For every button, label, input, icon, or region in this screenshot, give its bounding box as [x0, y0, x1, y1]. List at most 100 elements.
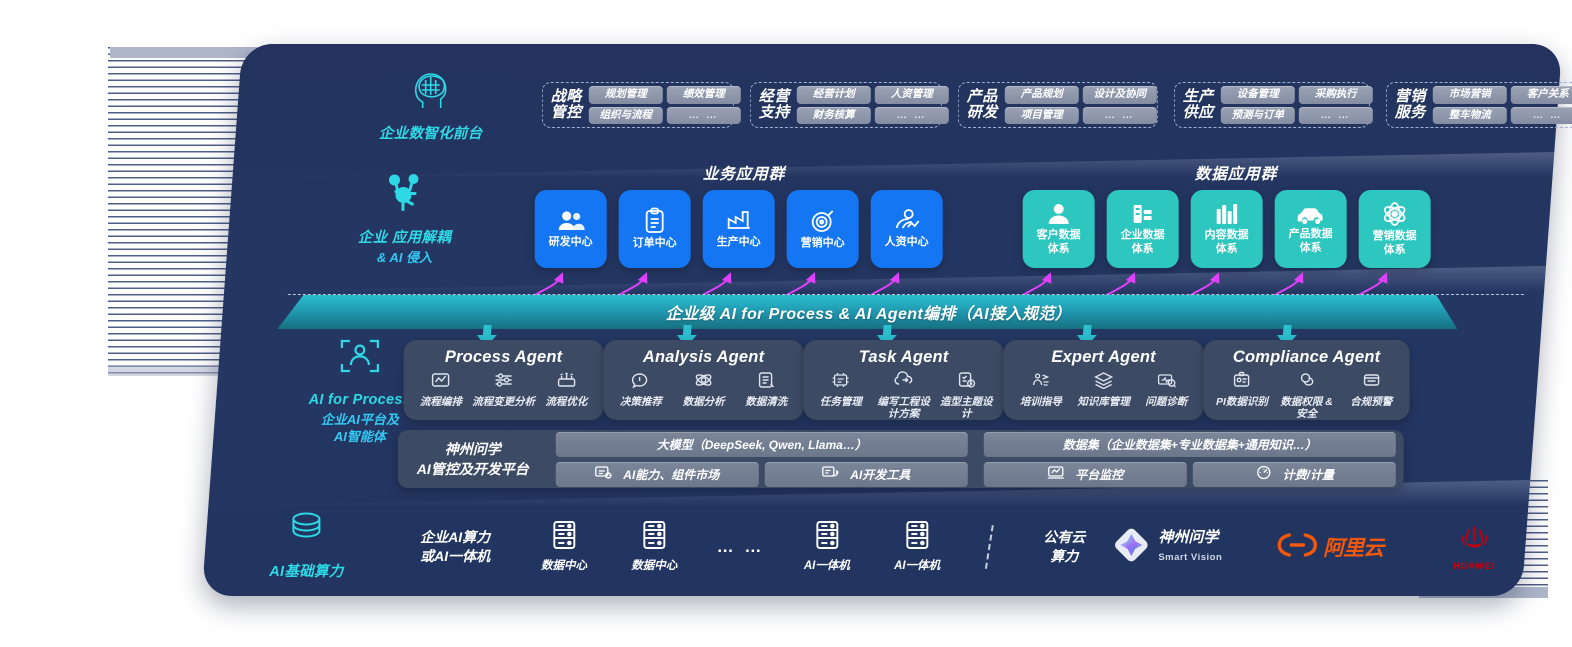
domain-group-marketing[interactable]: 营销 服务 市场营销 客户关系 整车物流 … … [1385, 82, 1572, 128]
chip[interactable]: 市场营销 [1432, 86, 1507, 104]
infra-item-ai-appliance-1[interactable]: AI一体机 [782, 520, 872, 574]
domain-group-operations[interactable]: 经营 支持 经营计划 人资管理 财务核算 … … [749, 82, 949, 128]
agent-capability[interactable]: 编写工程设计方案 [872, 371, 935, 420]
brand-smartvision[interactable]: 神州问学 Smart Vision [1111, 525, 1276, 570]
platform-dataset-bar[interactable]: 数据集（企业数据集+专业数据集+通用知识…） [983, 431, 1396, 457]
agent-card-analysis[interactable]: Analysis Agent 决策推荐 数据分析 数据清洗 [603, 340, 804, 420]
agent-capability[interactable]: 知识库管理 [1072, 371, 1135, 408]
platform-ai-capability-bar[interactable]: AI能力、组件市场 [555, 461, 759, 487]
infra-divider [962, 525, 1017, 569]
agent-capability[interactable]: 培训指导 [1010, 371, 1073, 408]
platform-llm-bar[interactable]: 大模型（DeepSeek, Qwen, Llama…） [555, 431, 968, 457]
agent-title: Task Agent [858, 348, 949, 366]
app-card-label: 营销中心 [800, 236, 845, 249]
app-card-customer-data[interactable]: 客户数据 体系 [1022, 190, 1095, 268]
agent-capability[interactable]: 决策推荐 [610, 371, 673, 408]
agent-card-process[interactable]: Process Agent 流程编排 流程变更分析 流程优化 [403, 340, 604, 420]
chip[interactable]: 客户关系 [1510, 86, 1572, 104]
chip[interactable]: 人资管理 [874, 86, 949, 104]
infra-item-more: … … [699, 537, 781, 557]
domain-chips: 设备管理 采购执行 预测与订单 … … [1220, 86, 1373, 124]
chip-more[interactable]: … … [1298, 106, 1373, 124]
ai-capability-icon [595, 465, 613, 483]
chip[interactable]: 财务核算 [796, 106, 871, 124]
agent-capability[interactable]: 任务管理 [810, 371, 873, 408]
agent-capability[interactable]: PI数据识别 [1210, 371, 1275, 408]
domain-name: 产品 研发 [966, 87, 998, 121]
chip-more[interactable]: … … [1082, 106, 1157, 124]
chip-more[interactable]: … … [1510, 106, 1572, 124]
gauge-icon [1255, 465, 1273, 483]
alert-mail-icon [1361, 371, 1381, 394]
domain-group-rnd[interactable]: 产品 研发 产品规划 设计及协同 项目管理 … … [957, 82, 1158, 128]
ai-platform-panel[interactable]: 神州问学 AI管控及开发平台 大模型（DeepSeek, Qwen, Llama…… [397, 430, 1404, 488]
domain-group-manufacturing[interactable]: 生产 供应 设备管理 采购执行 预测与订单 … … [1173, 82, 1373, 128]
platform-bar-label: 平台监控 [1075, 467, 1124, 482]
agent-capability-label: 决策推荐 [619, 396, 662, 408]
agent-capability[interactable]: 造型主题设计 [935, 371, 998, 420]
ai-orchestration-band[interactable]: 企业级 AI for Process & AI Agent编排（AI接入规范） [277, 295, 1459, 329]
app-card-marketing-data[interactable]: 营销数据 体系 [1358, 190, 1431, 268]
platform-billing-bar[interactable]: 计费/计量 [1192, 461, 1396, 487]
agent-capability[interactable]: 流程优化 [535, 371, 598, 408]
app-card-label: 生产中心 [716, 236, 761, 249]
business-group-title: 业务应用群 [702, 166, 786, 183]
chip[interactable]: 产品规划 [1004, 86, 1079, 104]
agent-capability-label: 数据分析 [682, 396, 725, 408]
chip[interactable]: 组织与流程 [588, 106, 663, 124]
chip[interactable]: 预测与订单 [1220, 106, 1295, 124]
training-icon [1031, 371, 1051, 394]
agent-capabilities: 决策推荐 数据分析 数据清洗 [604, 371, 804, 408]
brand-name: 神州问学 [1158, 529, 1219, 546]
shield-cloud-icon [1297, 371, 1317, 394]
app-card-order-center[interactable]: 订单中心 [618, 190, 691, 268]
app-card-label: 产品数据 体系 [1288, 228, 1333, 254]
infra-item-datacenter-1[interactable]: 数据中心 [519, 520, 609, 574]
platform-monitor-bar[interactable]: 平台监控 [983, 461, 1187, 487]
infra-item-label: 数据中心 [540, 560, 587, 573]
domain-group-strategy[interactable]: 战略 管控 规划管理 绩效管理 组织与流程 … … [541, 82, 741, 128]
chip[interactable]: 项目管理 [1004, 106, 1079, 124]
database-icon [211, 510, 401, 555]
agent-capability[interactable]: 合规预警 [1339, 371, 1404, 408]
app-card-hr-center[interactable]: 人资中心 [870, 190, 943, 268]
agent-card-task[interactable]: Task Agent 任务管理 编写工程设计方案 造型主题设计 [803, 340, 1004, 420]
chip-more[interactable]: … … [666, 106, 741, 124]
brand-huawei[interactable]: HUAWEI [1427, 523, 1521, 571]
platform-bar-label: AI能力、组件市场 [623, 467, 720, 482]
rail-label: 企业 应用解耦 [357, 230, 452, 246]
app-card-content-data[interactable]: 内容数据 体系 [1190, 190, 1263, 268]
agent-capability[interactable]: 问题诊断 [1135, 371, 1198, 408]
chip-more[interactable]: … … [874, 106, 949, 124]
agent-card-compliance[interactable]: Compliance Agent PI数据识别 数据权限 & 安全 合规预警 [1203, 340, 1410, 420]
chip[interactable]: 设计及协同 [1082, 86, 1157, 104]
platform-devtool-bar[interactable]: AI开发工具 [764, 461, 968, 487]
agent-card-expert[interactable]: Expert Agent 培训指导 知识库管理 问题诊断 [1003, 340, 1204, 420]
agent-capability[interactable]: 数据权限 & 安全 [1274, 371, 1339, 420]
chip[interactable]: 采购执行 [1298, 86, 1373, 104]
app-card-rnd-center[interactable]: 研发中心 [534, 190, 607, 268]
agent-capability[interactable]: 数据分析 [672, 371, 735, 408]
app-card-production-center[interactable]: 生产中心 [702, 190, 775, 268]
brand-alicloud[interactable]: 阿里云 [1276, 532, 1427, 563]
agent-capability[interactable]: 数据清洗 [735, 371, 798, 408]
infrastructure-row: 企业AI算力 或AI一体机 数据中心 [391, 506, 1521, 588]
dots-icon: … … [716, 537, 765, 556]
chip[interactable]: 经营计划 [796, 86, 871, 104]
chip[interactable]: 整车物流 [1432, 106, 1507, 124]
app-card-marketing-center[interactable]: 营销中心 [786, 190, 859, 268]
task-net-icon [831, 371, 851, 394]
server-icon [641, 520, 667, 555]
agent-capability[interactable]: 流程变更分析 [472, 371, 535, 408]
chip[interactable]: 绩效管理 [666, 86, 741, 104]
agent-capability[interactable]: 流程编排 [410, 371, 473, 408]
agent-capability-label: 任务管理 [819, 396, 862, 408]
infra-item-datacenter-2[interactable]: 数据中心 [609, 520, 699, 574]
app-card-enterprise-data[interactable]: 企业数据 体系 [1106, 190, 1179, 268]
infra-item-ai-appliance-2[interactable]: AI一体机 [872, 520, 962, 574]
chip[interactable]: 设备管理 [1220, 86, 1295, 104]
agent-capability-label: 合规预警 [1350, 396, 1393, 408]
app-card-product-data[interactable]: 产品数据 体系 [1274, 190, 1347, 268]
chip[interactable]: 规划管理 [588, 86, 663, 104]
